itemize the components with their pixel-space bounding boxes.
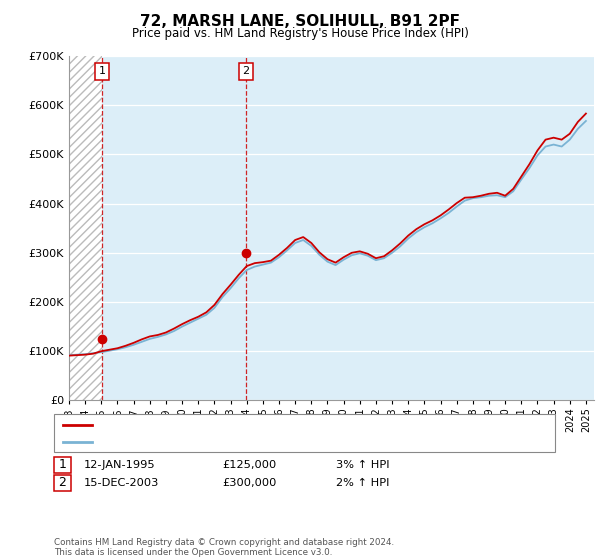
Text: 2: 2: [58, 476, 67, 489]
Text: Contains HM Land Registry data © Crown copyright and database right 2024.
This d: Contains HM Land Registry data © Crown c…: [54, 538, 394, 557]
Text: 2% ↑ HPI: 2% ↑ HPI: [336, 478, 389, 488]
Text: Price paid vs. HM Land Registry's House Price Index (HPI): Price paid vs. HM Land Registry's House …: [131, 27, 469, 40]
Text: 72, MARSH LANE, SOLIHULL, B91 2PF: 72, MARSH LANE, SOLIHULL, B91 2PF: [140, 14, 460, 29]
Text: 15-DEC-2003: 15-DEC-2003: [84, 478, 160, 488]
Text: £125,000: £125,000: [222, 460, 276, 470]
Text: 1: 1: [98, 67, 106, 77]
Text: 12-JAN-1995: 12-JAN-1995: [84, 460, 155, 470]
Text: 2: 2: [242, 67, 250, 77]
Text: 72, MARSH LANE, SOLIHULL, B91 2PF (detached house): 72, MARSH LANE, SOLIHULL, B91 2PF (detac…: [99, 419, 404, 430]
Text: 1: 1: [58, 458, 67, 472]
Text: HPI: Average price, detached house, Solihull: HPI: Average price, detached house, Soli…: [99, 437, 341, 447]
Text: 3% ↑ HPI: 3% ↑ HPI: [336, 460, 389, 470]
Text: £300,000: £300,000: [222, 478, 277, 488]
